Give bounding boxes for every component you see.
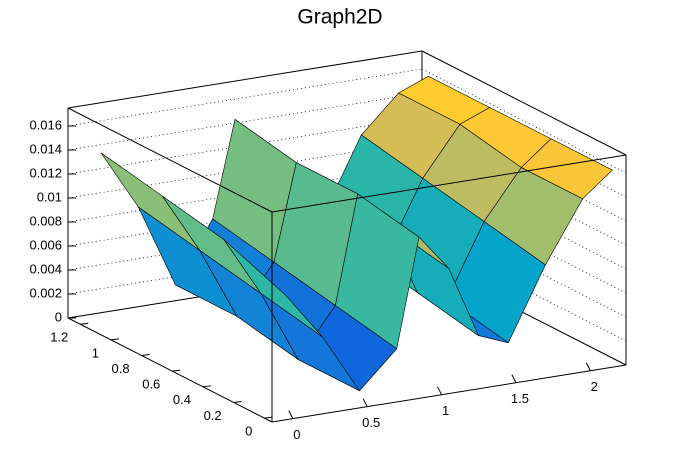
z-tick-label: 0.006 [29, 237, 62, 252]
y-tick-label: 0.2 [204, 408, 222, 423]
y-tick [172, 369, 181, 372]
box-edge [271, 364, 627, 423]
x-tick [288, 410, 294, 419]
box-edge [67, 317, 273, 423]
box-edge [271, 154, 627, 213]
y-tick-label: 1.2 [50, 330, 68, 345]
box-edge [67, 107, 273, 213]
x-tick-label: 1 [442, 403, 449, 418]
box-edge [421, 50, 627, 156]
surface-cell [223, 239, 323, 337]
y-tick-label: 0 [245, 424, 252, 439]
x-tick-label: 1.5 [511, 391, 529, 406]
box-edge [67, 50, 423, 109]
y-tick-label: 0.6 [142, 377, 160, 392]
z-tick-label: 0 [55, 309, 62, 324]
x-tick-label: 2 [591, 379, 598, 394]
y-tick [202, 385, 212, 388]
x-tick [585, 362, 591, 371]
y-tick [233, 400, 242, 403]
chart-title: Graph2D [297, 6, 382, 29]
x-tick-label: 0.5 [362, 415, 380, 430]
z-tick-label: 0.008 [29, 213, 62, 228]
x-tick [511, 374, 517, 383]
y-tick [80, 322, 89, 325]
y-tick-label: 0.4 [173, 392, 191, 407]
z-tick-label: 0.004 [29, 261, 62, 276]
x-tick [362, 398, 368, 407]
z-tick-label: 0.014 [29, 141, 62, 156]
x-tick-label: 0 [293, 427, 300, 442]
z-tick-label: 0.002 [29, 285, 62, 300]
z-tick-label: 0.016 [29, 117, 62, 132]
z-tick-label: 0.01 [37, 189, 62, 204]
y-tick [110, 338, 120, 341]
z-tick-label: 0.012 [29, 165, 62, 180]
y-tick-label: 1 [92, 345, 99, 360]
y-tick [264, 416, 273, 419]
y-tick [141, 354, 150, 357]
x-tick [437, 386, 443, 395]
y-tick-label: 0.8 [112, 361, 130, 376]
